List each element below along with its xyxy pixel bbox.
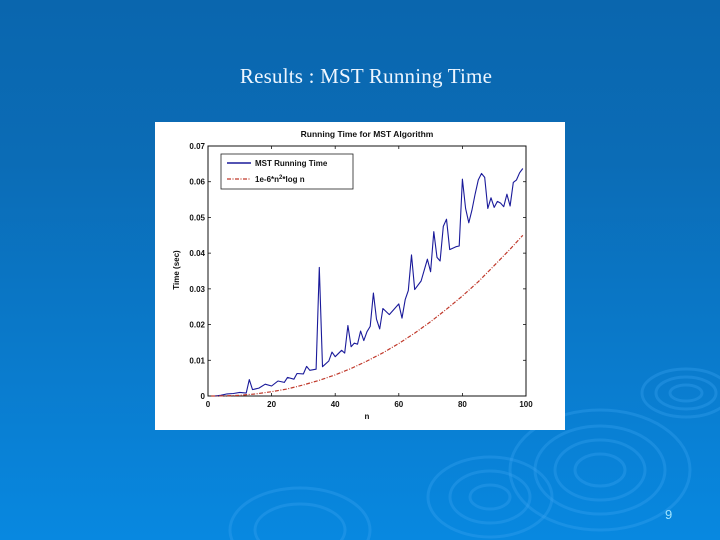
x-tick-label: 20	[267, 400, 276, 409]
chart-title: Running Time for MST Algorithm	[301, 129, 434, 139]
x-axis-label: n	[365, 412, 370, 421]
slide-title: Results : MST Running Time	[239, 64, 493, 88]
y-tick-label: 0.01	[189, 356, 205, 365]
chart-figure: Running Time for MST Algorithm 0 20 40 60 80…	[155, 122, 565, 430]
y-tick-label: 0.07	[189, 142, 205, 151]
series-n2logn-bound	[211, 234, 524, 397]
page-number: 9	[665, 507, 673, 522]
y-axis-label: Time (sec)	[172, 250, 181, 290]
x-tick-label: 40	[331, 400, 340, 409]
y-tick-label: 0.03	[189, 285, 205, 294]
x-tick-label: 100	[519, 400, 533, 409]
x-tick-label: 0	[206, 400, 211, 409]
y-tick-label: 0.04	[189, 249, 205, 258]
x-tick-label: 80	[458, 400, 467, 409]
legend-bound-label: 1e-6*n2*log n	[255, 175, 305, 184]
y-tick-label: 0	[201, 392, 206, 401]
series-mst-running-time	[214, 168, 524, 397]
plot-area: 0 20 40 60 80 100 0 0.01 0.02 0.03 0.04 0.05 0.06 0.0…	[189, 142, 533, 409]
legend-mst-label: MST Running Time	[255, 159, 328, 168]
y-tick-label: 0.06	[189, 178, 205, 187]
axes-box	[207, 145, 527, 397]
legend: MST Running Time 1e-6*n2*log n	[220, 153, 354, 190]
line-chart: Running Time for MST Algorithm 0 20 40 60 80…	[172, 129, 533, 421]
y-tick-label: 0.05	[189, 213, 205, 222]
x-tick-label: 60	[394, 400, 403, 409]
y-tick-label: 0.02	[189, 321, 205, 330]
